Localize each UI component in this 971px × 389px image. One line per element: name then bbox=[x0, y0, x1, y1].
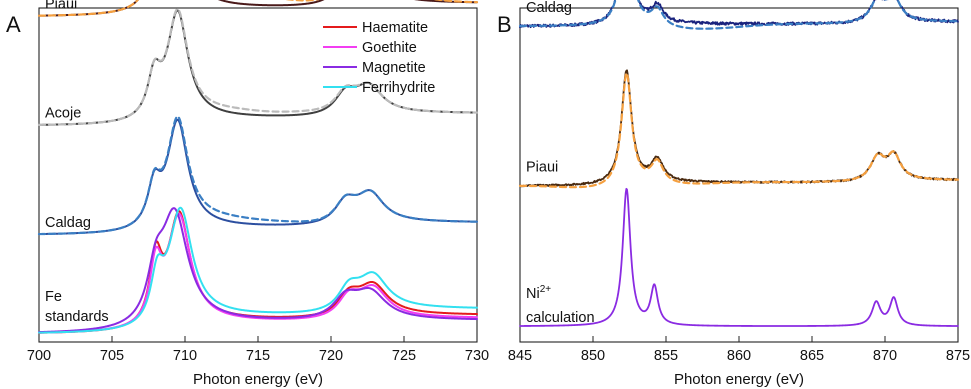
panel-b-frame bbox=[519, 7, 959, 343]
panel-b-x-ticks: 845 850 855 860 865 870 875 bbox=[508, 336, 970, 364]
panel-a-x-tick-label: 705 bbox=[100, 348, 124, 364]
panel-a-label-fe-standards: standards bbox=[45, 309, 109, 325]
panel-a-x-tick-label: 725 bbox=[392, 348, 416, 364]
standard-ferrihydrite-line bbox=[38, 206, 478, 334]
panel-a-label-caldag: Caldag bbox=[45, 215, 91, 231]
panel-b-letter: B bbox=[497, 12, 512, 37]
panel-a-x-axis-title: Photon energy (eV) bbox=[193, 371, 323, 388]
panel-a-x-tick-label: 700 bbox=[27, 348, 51, 364]
panel-b-label-ni-calculation: Ni2+ bbox=[526, 284, 551, 302]
legend-label-haematite: Haematite bbox=[362, 20, 428, 36]
panel-a-x-tick-label: 720 bbox=[319, 348, 343, 364]
panel-b-x-tick-label: 870 bbox=[873, 348, 897, 364]
panel-b-x-tick-label: 875 bbox=[946, 348, 970, 364]
panel-a-letter: A bbox=[6, 12, 21, 37]
legend: Haematite Goethite Magnetite Ferrihydrite bbox=[323, 20, 435, 96]
panel-a-x-ticks: 700 705 710 715 720 725 730 bbox=[27, 336, 489, 364]
panel-b-x-tick-label: 855 bbox=[654, 348, 678, 364]
panel-a-spectra bbox=[37, 0, 479, 334]
panel-a-label-piaui: Piaui bbox=[45, 0, 77, 12]
panel-a-x-tick-label: 715 bbox=[246, 348, 270, 364]
panel-b-label-caldag: Caldag bbox=[526, 0, 572, 16]
panel-b: B 845 850 855 860 865 870 875 Caldag Piaui Ni2+ c… bbox=[497, 0, 970, 388]
piaui-fe-fit-line bbox=[37, 0, 479, 17]
panel-a-label-acoje: Acoje bbox=[45, 106, 81, 122]
legend-label-ferrihydrite: Ferrihydrite bbox=[362, 80, 435, 96]
ni-calculation-ni-spectrum-line bbox=[519, 187, 959, 327]
panel-b-x-tick-label: 865 bbox=[800, 348, 824, 364]
panel-b-label-piaui: Piaui bbox=[526, 159, 558, 175]
panel-b-spectrum-labels: Caldag Piaui Ni2+ calculation bbox=[526, 0, 595, 326]
standard-magnetite-line bbox=[38, 207, 478, 334]
panel-b-x-tick-label: 845 bbox=[508, 348, 532, 364]
caldag-ni-fit-line bbox=[518, 0, 960, 30]
panel-a-x-tick-label: 730 bbox=[465, 348, 489, 364]
panel-b-x-tick-label: 850 bbox=[581, 348, 605, 364]
caldag-fe-fit-line bbox=[37, 115, 479, 236]
panel-a-x-tick-label: 710 bbox=[173, 348, 197, 364]
piaui-ni-fit-line bbox=[518, 72, 960, 189]
legend-label-magnetite: Magnetite bbox=[362, 60, 426, 76]
panel-a-spectrum-labels: ShevchenkoPiauiAcojeCaldagFestandards bbox=[45, 0, 109, 325]
acoje-fe-fit-line bbox=[37, 7, 479, 126]
panel-b-x-tick-label: 860 bbox=[727, 348, 751, 364]
panel-a-label-fe-standards: Fe bbox=[45, 289, 62, 305]
panel-b-x-axis-title: Photon energy (eV) bbox=[674, 371, 804, 388]
panel-b-spectra bbox=[518, 0, 960, 327]
legend-label-goethite: Goethite bbox=[362, 40, 417, 56]
piaui-ni-spectrum-line bbox=[519, 69, 959, 188]
panel-a-frame bbox=[38, 7, 478, 343]
panel-b-label-calculation: calculation bbox=[526, 310, 595, 326]
